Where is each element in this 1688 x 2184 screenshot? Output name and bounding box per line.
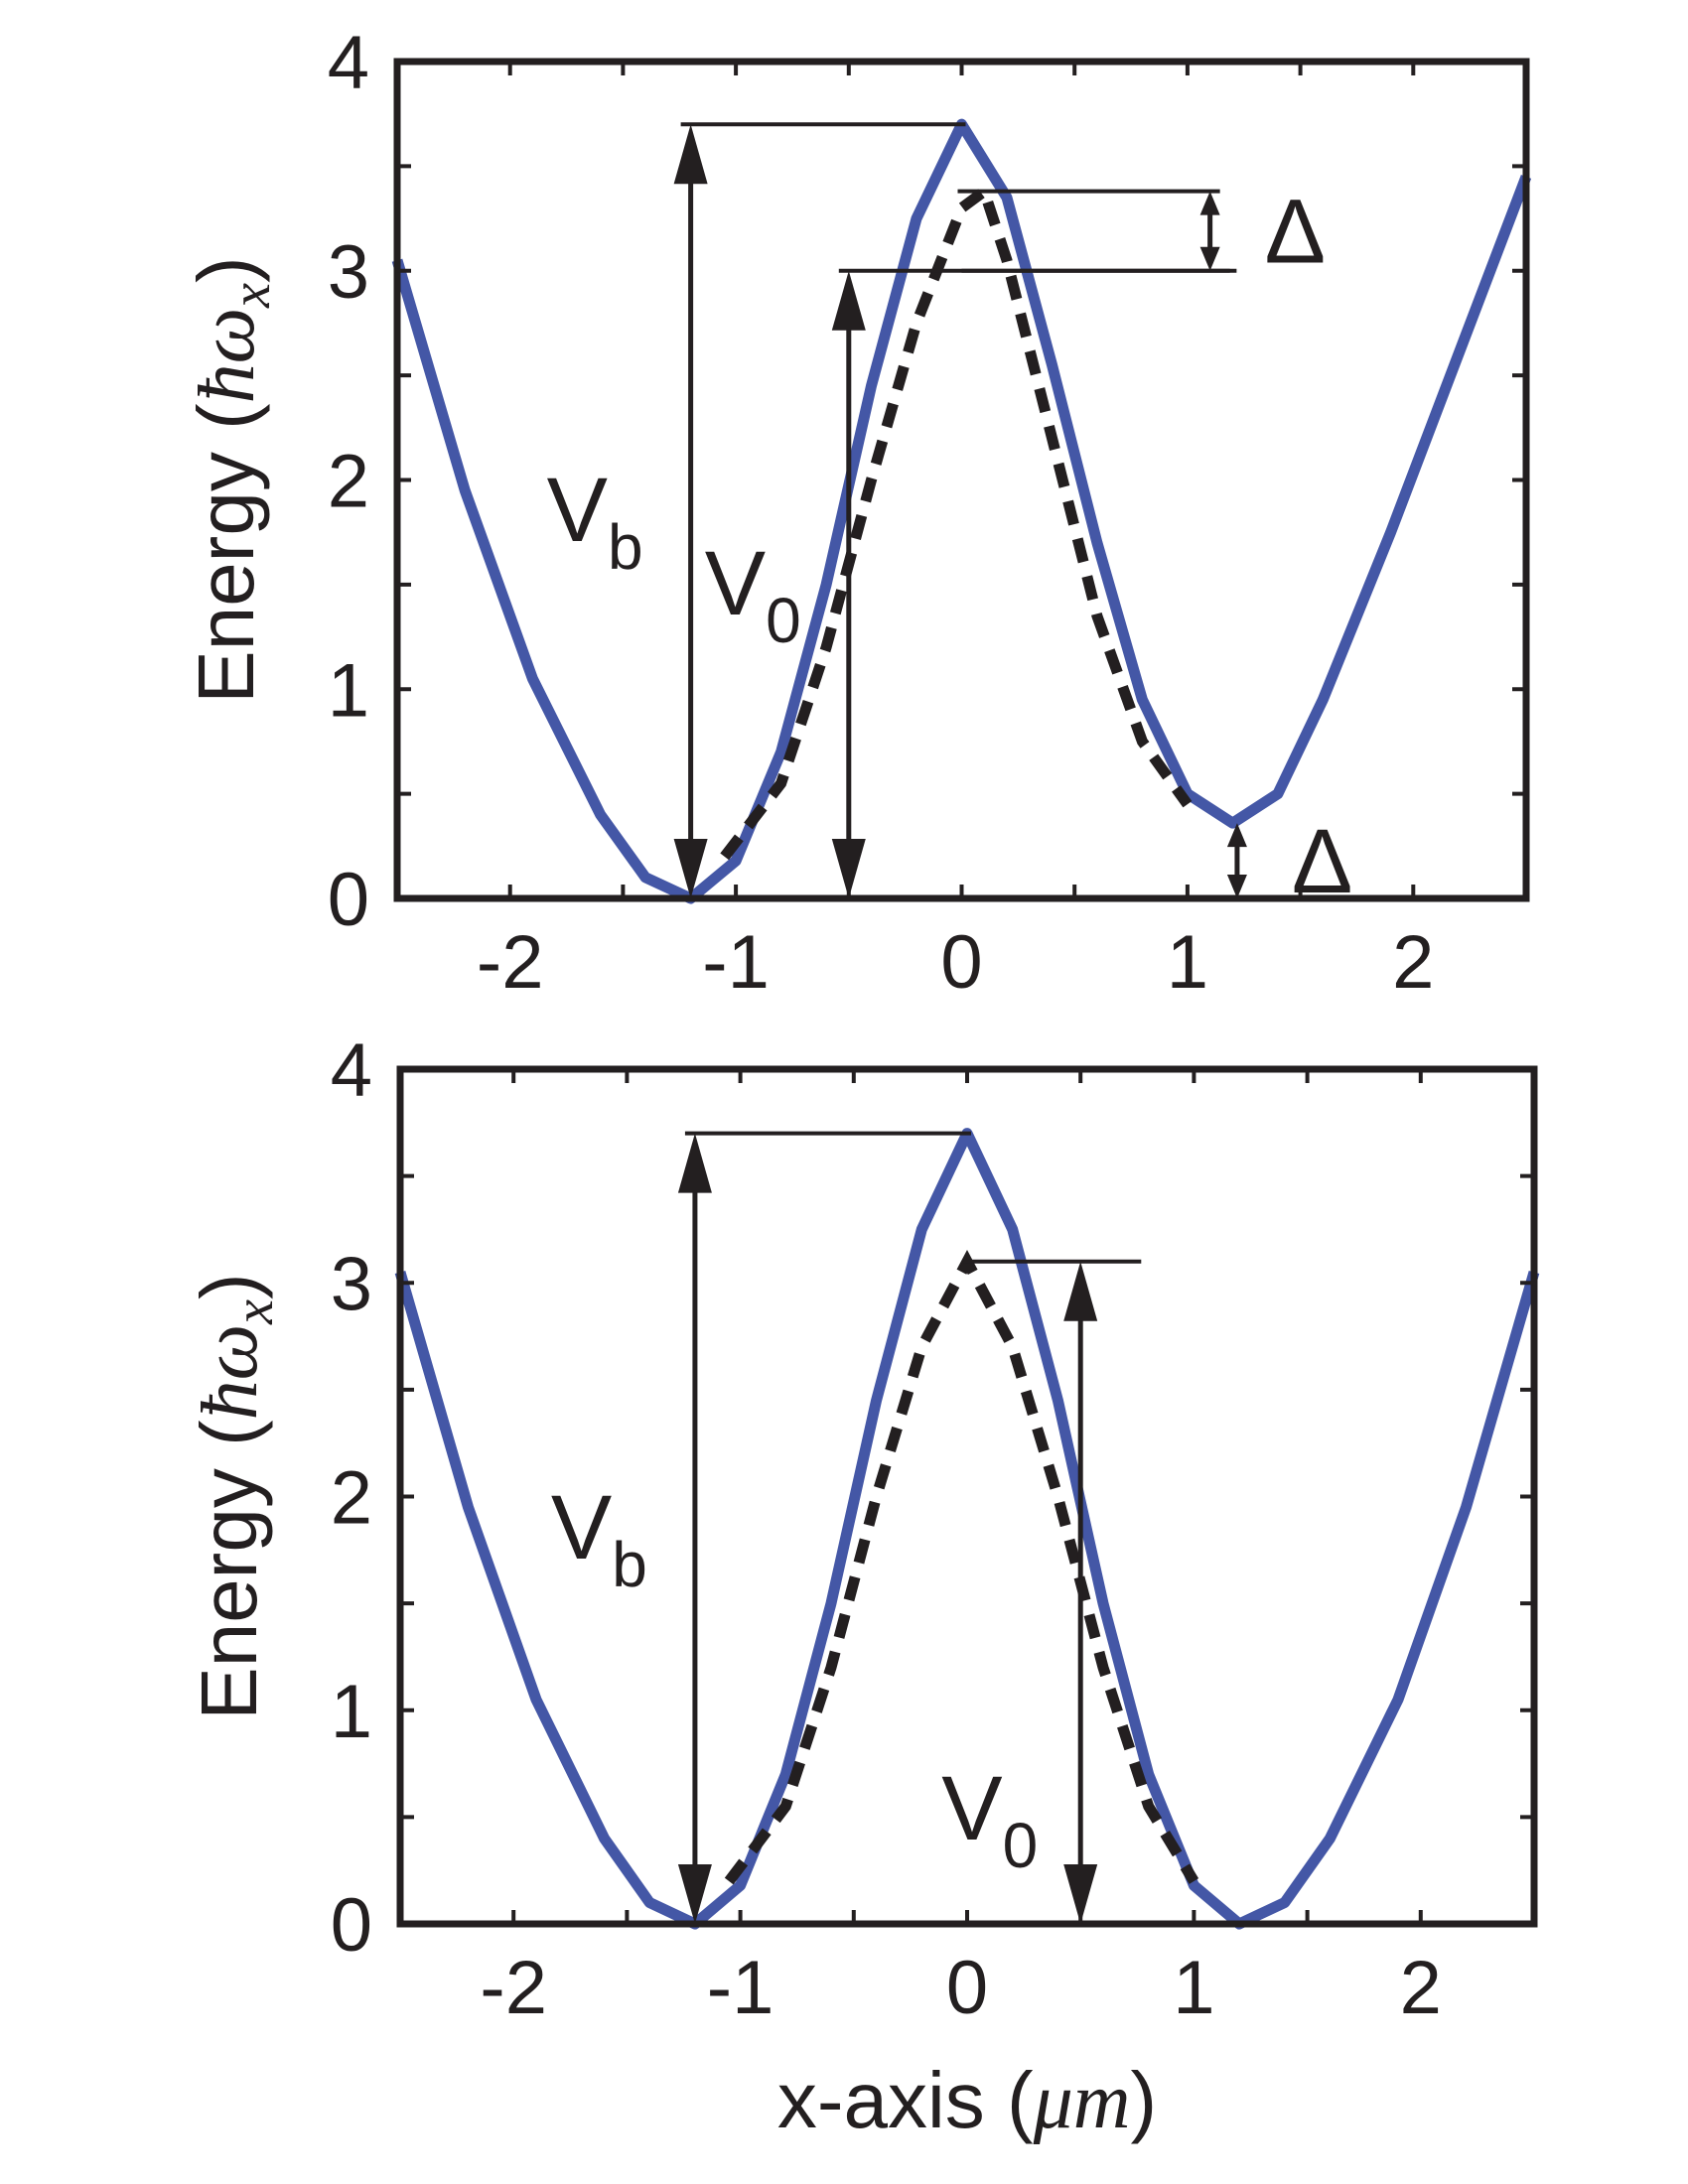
panel-bottom-y-axis-label: Energy (ħωx) <box>185 1273 285 1719</box>
panel-bottom-x-axis-label-prefix: x-axis ( <box>777 2056 1034 2144</box>
panel-bottom-annotation-0-arrow-head-down <box>677 1864 712 1924</box>
panel-bottom-ticks <box>400 1069 1534 1924</box>
panel-bottom-x-tick-label: -2 <box>480 1946 547 2030</box>
panel-bottom-annotation-1-arrow-head-up <box>1063 1261 1098 1321</box>
panel-bottom-x-tick-label: -1 <box>707 1946 774 2030</box>
panel-bottom-y-tick-label: 1 <box>331 1670 372 1754</box>
panel-bottom-y-axis-label-suffix: ) <box>185 1273 273 1299</box>
panel-top-x-tick-label: -1 <box>702 920 770 1005</box>
panel-bottom-x-tick-label: 2 <box>1400 1946 1442 2030</box>
panel-bottom-annotation-1-label-main: V <box>941 1758 1002 1859</box>
panel-bottom-y-axis-label-sub: x <box>223 1299 285 1325</box>
panel-bottom-x-axis-label-math: μm <box>1033 2058 1131 2145</box>
panel-top-y-axis-label-sub: x <box>220 283 282 309</box>
panel-top-annotation-2-arrow-head-down <box>1199 246 1220 271</box>
panel-top-annotation-2-arrow-head-up <box>1199 191 1220 215</box>
panel-bottom-y-tick-label: 4 <box>331 1028 372 1113</box>
panel-top-annotation-1-label-sub: 0 <box>766 585 801 656</box>
panel-bottom-y-tick-label: 3 <box>331 1242 372 1326</box>
panel-top-y-axis-label-prefix: Energy ( <box>182 403 270 704</box>
panel-top-x-tick-label: 0 <box>940 920 982 1005</box>
panel-top-x-tick-label: 2 <box>1392 920 1434 1005</box>
panel-bottom-x-tick-label: 0 <box>946 1946 988 2030</box>
panel-top-annotation-1-arrow-head-down <box>831 839 866 898</box>
panel-top-annotation-0-label: Vb <box>547 460 643 583</box>
panel-bottom-annotation-1-label-sub: 0 <box>1003 1810 1039 1881</box>
panel-top-annotation-0-label-sub: b <box>608 511 643 583</box>
panel-top-annotation-0-arrow-head-up <box>673 124 708 185</box>
panel-top-y-axis-label-math: ħω <box>184 308 271 403</box>
panel-bottom-y-tick-label: 0 <box>331 1883 372 1968</box>
panel-bottom-annotation-0-arrow-head-up <box>677 1133 712 1193</box>
panel-top-dashed-curve <box>720 182 1193 861</box>
panel-bottom-y-axis-label-prefix: Energy ( <box>185 1420 273 1720</box>
panel-top-y-axis-label: Energy (ħωx) <box>182 256 282 703</box>
panel-top-y-axis-label-suffix: ) <box>182 256 270 283</box>
panel-bottom-annotation-0-label-sub: b <box>612 1529 647 1600</box>
panel-bottom-x-axis-label: x-axis (μm) <box>777 2056 1157 2145</box>
panel-top-annotation-0-label-main: V <box>547 460 608 561</box>
panel-top-annotation-3-arrow-head-down <box>1226 875 1247 898</box>
panel-top-ticks <box>397 62 1526 898</box>
panel-top-y-tick-label: 2 <box>328 440 369 524</box>
panel-bottom-annotation-1-label: V0 <box>941 1758 1038 1881</box>
panel-top-annotation-2-label: Δ <box>1265 182 1326 283</box>
panel-bottom-annotation-0-label-main: V <box>551 1477 612 1578</box>
panel-top-x-tick-label: -2 <box>477 920 544 1005</box>
panel-bottom-x-axis-label-suffix: ) <box>1131 2056 1158 2144</box>
panel-top-annotation-1-label-main: V <box>705 533 766 634</box>
panel-bottom-y-axis-label-math: ħω <box>187 1324 274 1420</box>
panel-top-annotation-1-label: V0 <box>705 533 801 656</box>
panel-top-annotation-0-arrow-head-down <box>673 839 708 898</box>
panel-top-y-tick-label: 0 <box>328 858 369 942</box>
panel-top-y-tick-label: 4 <box>328 21 369 105</box>
panel-top-y-tick-label: 3 <box>328 230 369 315</box>
panel-bottom-y-tick-label: 2 <box>331 1456 372 1541</box>
panel-bottom-x-tick-label: 1 <box>1173 1946 1214 2030</box>
panel-bottom-annotation-1-arrow-head-down <box>1063 1864 1098 1924</box>
panel-top-x-tick-label: 1 <box>1167 920 1208 1005</box>
panel-top-annotation-3-arrow-head-up <box>1226 823 1247 848</box>
panel-top-annotation-1-arrow-head-up <box>831 270 866 331</box>
panel-top-y-tick-label: 1 <box>328 648 369 733</box>
panel-bottom-annotation-0-label: Vb <box>551 1477 647 1600</box>
